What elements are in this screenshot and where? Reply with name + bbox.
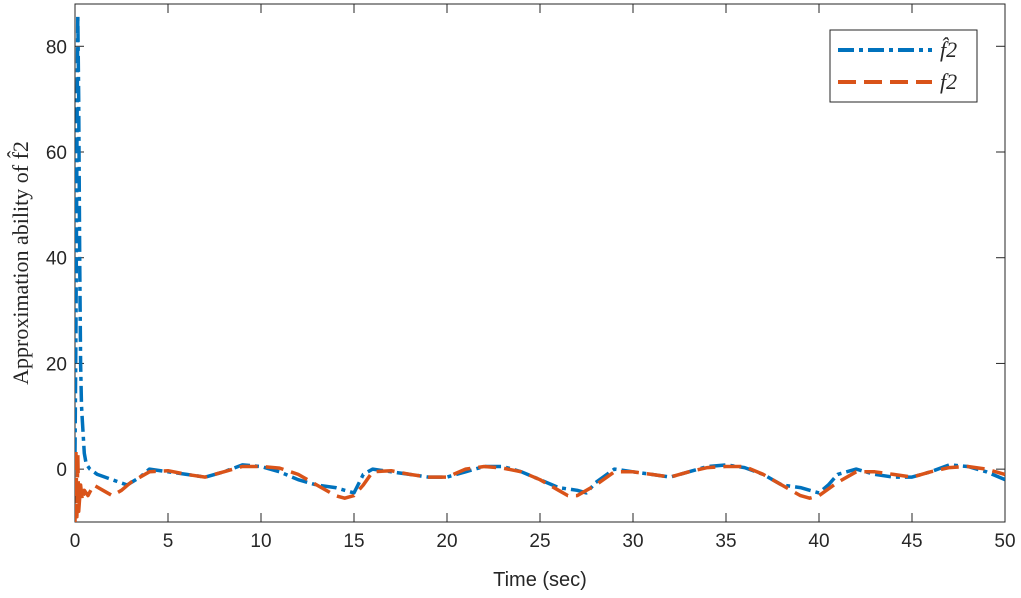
- x-tick-label: 50: [994, 531, 1015, 552]
- y-tick-label: 80: [46, 37, 67, 58]
- legend: f̂2 f2: [829, 29, 978, 103]
- legend-label-f-2: f2: [940, 69, 957, 94]
- series-line-f-2: [75, 446, 1005, 522]
- x-tick-labels: 0 5 10 15 20 25 30 35 40 45 50: [70, 531, 1016, 552]
- y-tick-label: 60: [46, 143, 67, 164]
- y-axis-label: Approximation ability of f̂2: [8, 141, 33, 385]
- y-tick-labels: 0 20 40 60 80: [46, 37, 67, 481]
- x-axis-label: Time (sec): [493, 569, 587, 591]
- x-tick-label: 25: [529, 531, 550, 552]
- x-tick-label: 10: [250, 531, 271, 552]
- legend-label-f-hat-2: f̂2: [940, 37, 957, 62]
- y-tick-label: 0: [56, 460, 67, 481]
- x-tick-label: 0: [70, 531, 81, 552]
- y-tick-label: 20: [46, 354, 67, 375]
- x-tick-label: 15: [343, 531, 364, 552]
- x-tick-label: 5: [163, 531, 174, 552]
- x-tick-label: 35: [715, 531, 736, 552]
- x-tick-label: 30: [622, 531, 643, 552]
- x-tick-label: 45: [901, 531, 922, 552]
- x-tick-label: 40: [808, 531, 829, 552]
- x-tick-label: 20: [436, 531, 457, 552]
- series-layer: [75, 12, 1005, 522]
- legend-box: [829, 29, 978, 103]
- y-tick-label: 40: [46, 249, 67, 270]
